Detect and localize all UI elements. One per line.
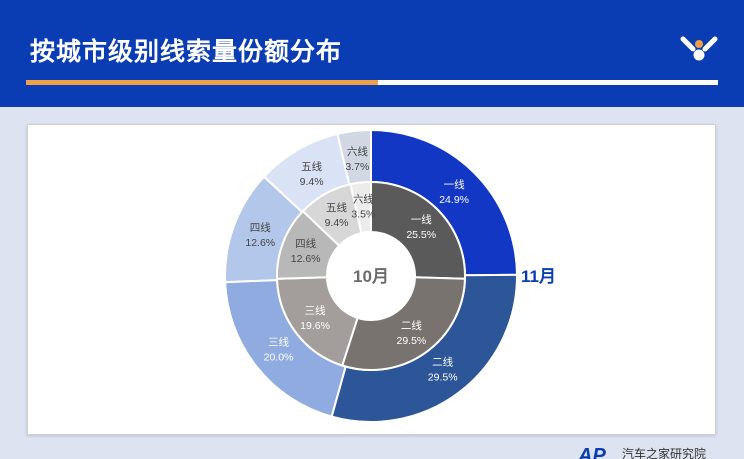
footer-brand-mark: AP (578, 446, 606, 459)
label-inner-category-4: 四线 (295, 237, 316, 250)
label-outer-value-2: 29.5% (428, 372, 458, 384)
label-inner-category-5: 五线 (326, 201, 347, 214)
page-title: 按城市级别线索量份额分布 (30, 38, 343, 66)
title-underline-accent (26, 80, 378, 85)
label-inner-value-1: 25.5% (406, 229, 436, 241)
label-inner-value-4: 12.6% (291, 253, 321, 265)
series-label-outer: 11月 (521, 267, 556, 286)
label-outer-value-4: 12.6% (245, 237, 275, 249)
label-inner-category-1: 一线 (411, 213, 432, 226)
footer-brand: AP 汽车之家研究院 (578, 446, 744, 459)
footer-brand-text: 汽车之家研究院 (622, 447, 707, 459)
label-outer-category-5: 五线 (301, 160, 322, 173)
label-outer-value-5: 9.4% (300, 176, 324, 188)
label-inner-value-5: 9.4% (325, 217, 349, 229)
label-inner-category-6: 六线 (353, 192, 374, 205)
slice-inner-6 (349, 180, 372, 235)
label-inner-category-3: 三线 (305, 304, 326, 317)
header-bar: 按城市级别线索量份额分布 (0, 0, 744, 107)
label-outer-category-6: 六线 (347, 145, 368, 158)
label-inner-category-2: 二线 (401, 319, 422, 332)
label-outer-category-1: 一线 (444, 178, 465, 191)
slice-inner-3 (276, 276, 359, 367)
label-outer-category-3: 三线 (268, 335, 289, 348)
series-label-inner: 10月 (353, 267, 389, 286)
brand-logo-icon (680, 36, 718, 61)
label-outer-value-1: 24.9% (439, 194, 469, 206)
slice-inner-2 (341, 276, 466, 371)
label-inner-value-3: 19.6% (300, 320, 330, 332)
label-outer-category-2: 二线 (432, 356, 453, 369)
chart-card: 一线 24.9% 二线 29.5% 三线 20.0% 四线 12.6% 五线 9.4% 六线 3.7%… (27, 124, 716, 435)
label-outer-category-4: 四线 (250, 221, 271, 234)
label-outer-value-6: 3.7% (345, 161, 369, 173)
label-outer-value-3: 20.0% (264, 351, 294, 363)
label-inner-value-2: 29.5% (397, 335, 427, 347)
nested-donut-chart: 一线 24.9% 二线 29.5% 三线 20.0% 四线 12.6% 五线 9.4% 六线 3.7%… (224, 128, 556, 423)
label-inner-value-6: 3.5% (351, 208, 375, 220)
slice-inner-1 (370, 180, 466, 280)
